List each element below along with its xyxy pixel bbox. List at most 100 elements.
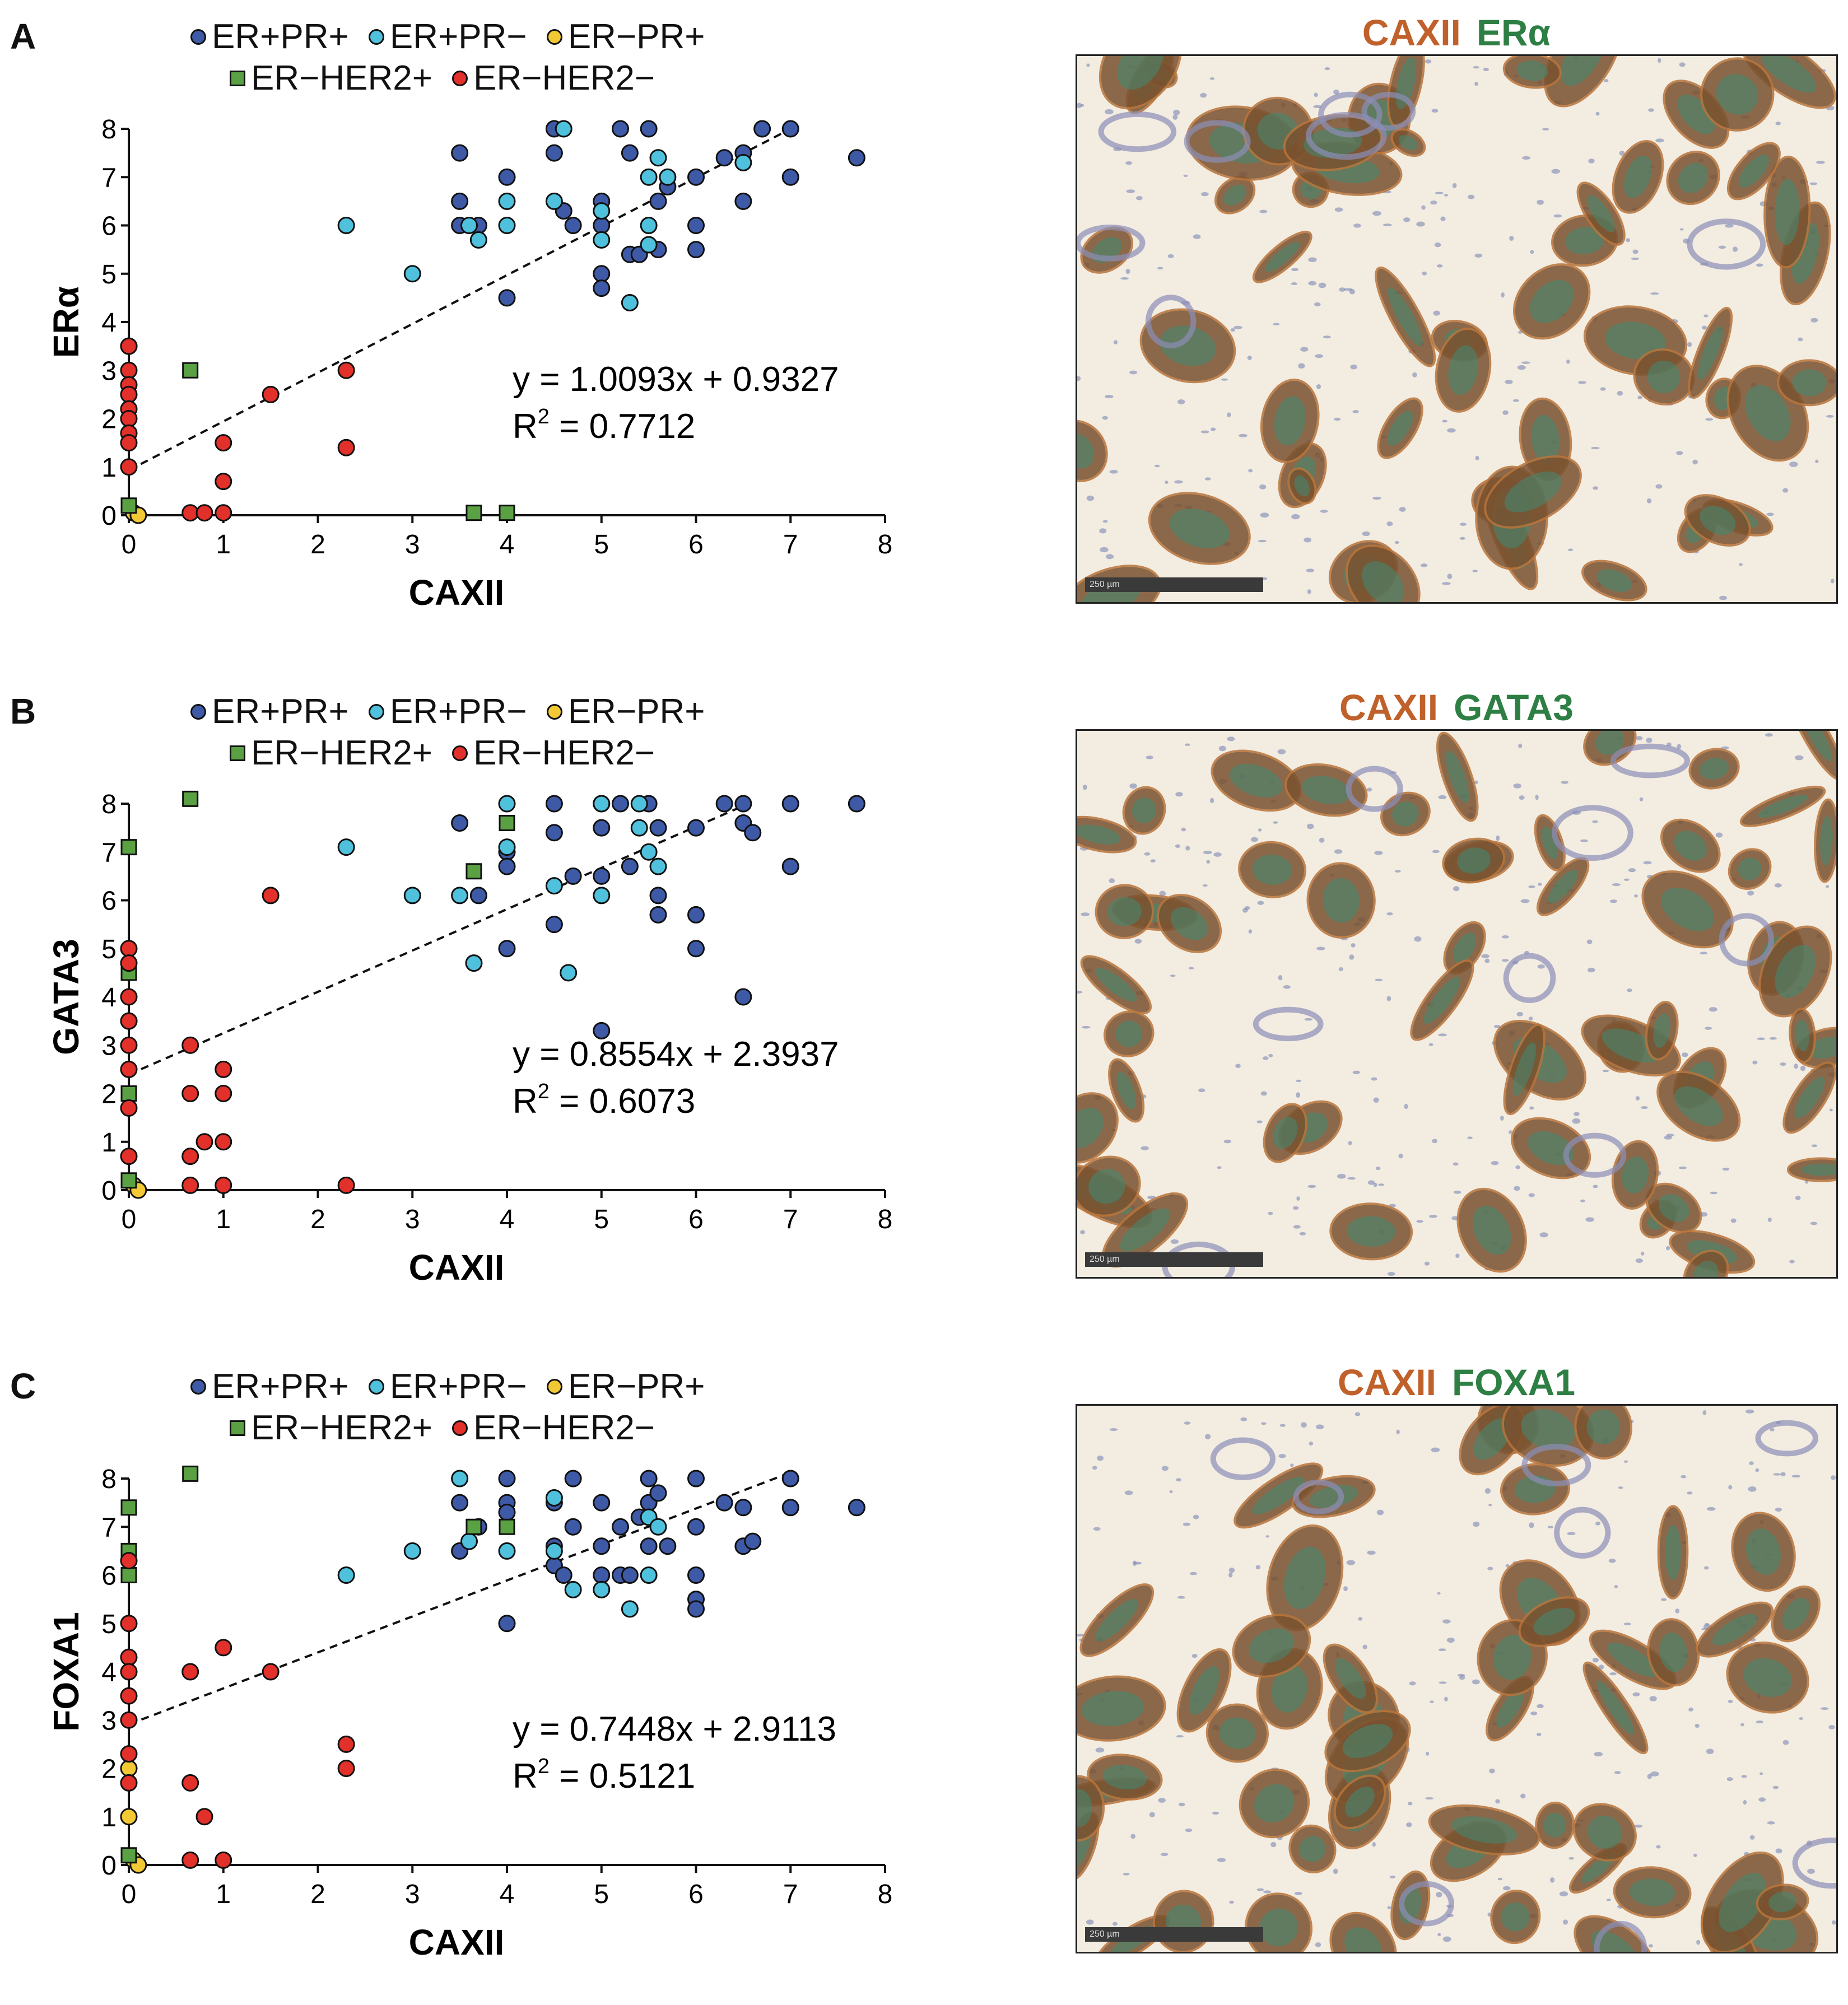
stroma-nucleus: [1496, 835, 1500, 841]
legend-row-1: ER+PR+ ER+PR− ER−PR+: [190, 17, 715, 57]
stroma-nucleus: [1728, 1485, 1733, 1490]
tumor-nest-core: [1775, 179, 1800, 245]
tumor-nest-core: [1219, 1717, 1256, 1749]
chart-svg: 0 1 2 3 4 5 6 7 8 0 1 2 3 4 5 6 7 8 CAXII GATA3 y = 0.8554x …: [46, 790, 893, 1288]
tumor-nest-core: [1392, 801, 1419, 827]
stroma-nucleus: [1239, 433, 1247, 437]
point-erpprn: [460, 217, 478, 234]
stroma-nucleus: [1435, 192, 1444, 194]
stroma-nucleus: [1505, 380, 1513, 384]
stroma-nucleus: [1255, 1565, 1261, 1570]
legend-marker: [452, 1420, 468, 1436]
y-tick-label: 4: [101, 983, 117, 1013]
point-erpprn: [734, 153, 752, 171]
x-tick-label: 8: [878, 1205, 893, 1234]
legend-label: ER+PR+: [212, 692, 349, 731]
stroma-nucleus: [1530, 1711, 1538, 1715]
stroma-nucleus: [1566, 359, 1570, 364]
stroma-nucleus: [1740, 1723, 1744, 1727]
point-erpprn: [640, 1566, 658, 1584]
y-tick-label: 8: [101, 1465, 117, 1494]
x-axis-title: CAXII: [409, 1922, 505, 1962]
stroma-nucleus: [1775, 1848, 1782, 1854]
tumor-nest-core: [1265, 242, 1300, 272]
stroma-nucleus: [1099, 528, 1107, 534]
stroma-nucleus: [1318, 282, 1326, 288]
stroma-nucleus: [1095, 1747, 1105, 1753]
tumor-nest-core: [1273, 1117, 1298, 1149]
stroma-nucleus: [1188, 967, 1194, 969]
point-erpprn: [593, 1580, 611, 1598]
stroma-nucleus: [1277, 749, 1286, 754]
tumor-nest-core: [1596, 1681, 1635, 1735]
stroma-nucleus: [1300, 347, 1309, 352]
stroma-nucleus: [1538, 882, 1542, 886]
stroma-nucleus: [1193, 234, 1201, 239]
tumor-nest-core: [1189, 1666, 1219, 1715]
point-ernher2p: [182, 790, 199, 807]
point-ernher2n: [120, 1663, 138, 1681]
stroma-nucleus: [1229, 1900, 1234, 1904]
stroma-nucleus: [1388, 1271, 1395, 1276]
stroma-nucleus: [1688, 1707, 1693, 1712]
point-erpprn: [545, 1542, 563, 1560]
r-squared-value: = 0.7712: [550, 407, 695, 446]
stroma-nucleus: [1109, 1428, 1118, 1432]
stroma-nucleus: [1588, 158, 1595, 164]
stroma-nucleus: [1648, 1944, 1654, 1948]
tumor-nest-core: [1095, 1598, 1139, 1642]
tumor-nest-core: [1665, 1524, 1681, 1580]
stroma-nucleus: [1081, 1025, 1091, 1029]
stroma-nucleus: [1165, 481, 1169, 484]
point-ernher2p: [120, 1172, 137, 1189]
stroma-nucleus: [1338, 967, 1344, 971]
point-erpprn: [640, 168, 658, 186]
point-erpprp: [545, 144, 563, 162]
tumor-nest-core: [1344, 1927, 1382, 1952]
point-erpprp: [687, 1518, 705, 1536]
y-tick-label: 5: [101, 935, 117, 964]
point-erpprp: [649, 887, 667, 904]
tumor-nest-core: [1533, 1607, 1575, 1636]
stroma-nucleus: [1200, 430, 1209, 433]
tumor-nest-core: [1077, 824, 1121, 845]
tumor-nest-core: [1623, 155, 1653, 199]
stroma-nucleus: [1780, 1472, 1786, 1476]
stroma-nucleus: [1780, 1062, 1786, 1066]
point-erpprp: [753, 120, 771, 138]
legend-row-1: ER+PR+ ER+PR− ER−PR+: [190, 1367, 715, 1406]
stroma-nucleus: [1488, 1503, 1492, 1507]
stroma-nucleus: [1775, 1507, 1782, 1512]
tumor-nest-core: [1345, 1786, 1375, 1817]
point-erpprp: [649, 192, 667, 210]
stroma-nucleus: [1782, 1740, 1789, 1745]
point-erpprp: [734, 988, 752, 1006]
tumor-nest-core: [1794, 1076, 1825, 1119]
stroma-nucleus: [1438, 1648, 1446, 1652]
micrograph-image: 250 µm: [1076, 1404, 1838, 1953]
stroma-nucleus: [1204, 477, 1211, 481]
stroma-nucleus: [1437, 1592, 1441, 1595]
stroma-nucleus: [1125, 268, 1130, 274]
r-squared-superscript: 2: [538, 1755, 550, 1778]
panel-letter: A: [10, 16, 36, 57]
stroma-nucleus: [1371, 1077, 1377, 1081]
point-erpprn: [659, 168, 677, 186]
stroma-nucleus: [1320, 510, 1328, 513]
stroma-nucleus: [1497, 1877, 1502, 1881]
stroma-nucleus: [1529, 1522, 1534, 1528]
tumor-nest-core: [1561, 56, 1605, 86]
stroma-nucleus: [1769, 1037, 1777, 1040]
stroma-nucleus: [1706, 1748, 1714, 1755]
stroma-nucleus: [1722, 1167, 1730, 1171]
stroma-nucleus: [1172, 114, 1178, 120]
stroma-nucleus: [1537, 1704, 1544, 1709]
stroma-nucleus: [1609, 1672, 1617, 1676]
stroma-nucleus: [1230, 328, 1235, 332]
point-erpprn: [630, 819, 648, 837]
tumor-nest-core: [1252, 854, 1292, 885]
tissue-texture: [1077, 1406, 1836, 1952]
stroma-nucleus: [1705, 418, 1714, 421]
x-tick-label: 6: [688, 530, 704, 559]
point-erpprp: [621, 1566, 639, 1584]
